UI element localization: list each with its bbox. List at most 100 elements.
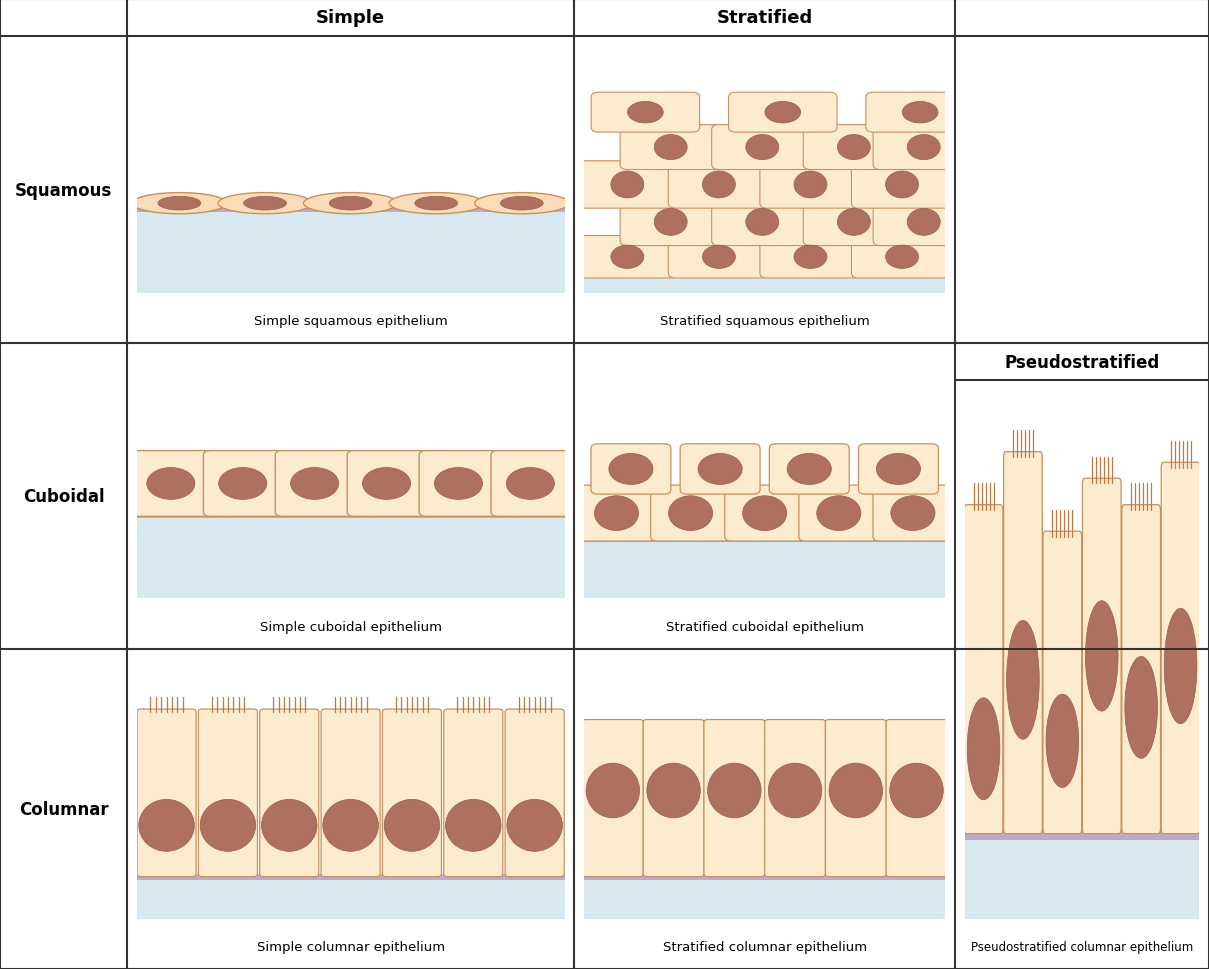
Ellipse shape	[501, 197, 543, 211]
Text: Stratified cuboidal epithelium: Stratified cuboidal epithelium	[666, 620, 863, 633]
Ellipse shape	[768, 764, 822, 818]
Bar	[965, 828, 1199, 840]
Ellipse shape	[132, 194, 226, 214]
FancyBboxPatch shape	[866, 93, 974, 133]
Ellipse shape	[794, 172, 827, 199]
FancyBboxPatch shape	[137, 709, 196, 877]
FancyBboxPatch shape	[886, 720, 947, 877]
Ellipse shape	[1007, 621, 1040, 739]
FancyBboxPatch shape	[669, 162, 769, 209]
Ellipse shape	[647, 764, 700, 818]
Bar	[584, 880, 945, 922]
Ellipse shape	[838, 209, 870, 236]
FancyBboxPatch shape	[965, 505, 1003, 833]
Text: Cuboidal: Cuboidal	[23, 487, 104, 506]
Ellipse shape	[389, 194, 484, 214]
Ellipse shape	[219, 468, 267, 500]
Ellipse shape	[475, 194, 569, 214]
FancyBboxPatch shape	[420, 452, 498, 516]
Bar	[137, 880, 565, 922]
FancyBboxPatch shape	[712, 199, 812, 246]
Bar	[584, 543, 945, 602]
FancyBboxPatch shape	[620, 199, 722, 246]
FancyBboxPatch shape	[444, 709, 503, 877]
Ellipse shape	[742, 496, 787, 531]
Text: Pseudostratified: Pseudostratified	[1005, 354, 1159, 371]
FancyBboxPatch shape	[322, 709, 380, 877]
Ellipse shape	[907, 136, 941, 161]
Ellipse shape	[201, 799, 255, 852]
FancyBboxPatch shape	[803, 126, 904, 171]
FancyBboxPatch shape	[873, 485, 953, 542]
Ellipse shape	[303, 194, 398, 214]
FancyBboxPatch shape	[650, 485, 730, 542]
Bar	[584, 874, 945, 880]
Ellipse shape	[707, 764, 762, 818]
Ellipse shape	[787, 453, 832, 484]
FancyBboxPatch shape	[505, 709, 565, 877]
Ellipse shape	[654, 136, 687, 161]
FancyBboxPatch shape	[260, 709, 319, 877]
Ellipse shape	[902, 103, 938, 124]
FancyBboxPatch shape	[583, 720, 643, 877]
FancyBboxPatch shape	[681, 445, 760, 494]
Ellipse shape	[1164, 609, 1197, 724]
Ellipse shape	[907, 209, 941, 236]
Bar	[137, 513, 565, 518]
Ellipse shape	[627, 103, 664, 124]
Ellipse shape	[609, 453, 653, 484]
Text: Pseudostratified columnar epithelium: Pseudostratified columnar epithelium	[971, 940, 1193, 953]
Ellipse shape	[611, 246, 644, 269]
FancyBboxPatch shape	[382, 709, 441, 877]
Ellipse shape	[507, 799, 562, 852]
Ellipse shape	[765, 103, 800, 124]
Ellipse shape	[384, 799, 440, 852]
Ellipse shape	[415, 197, 458, 211]
Bar	[137, 518, 565, 600]
FancyBboxPatch shape	[764, 720, 826, 877]
Bar	[137, 206, 565, 212]
Ellipse shape	[434, 468, 482, 500]
Ellipse shape	[611, 172, 644, 199]
Ellipse shape	[890, 764, 943, 818]
FancyBboxPatch shape	[643, 720, 704, 877]
Ellipse shape	[1124, 657, 1157, 759]
FancyBboxPatch shape	[803, 199, 904, 246]
FancyBboxPatch shape	[1082, 479, 1121, 833]
FancyBboxPatch shape	[858, 445, 938, 494]
FancyBboxPatch shape	[799, 485, 879, 542]
FancyBboxPatch shape	[1161, 463, 1199, 833]
Bar	[137, 874, 565, 880]
FancyBboxPatch shape	[724, 485, 805, 542]
Ellipse shape	[669, 496, 712, 531]
Ellipse shape	[794, 246, 827, 269]
Ellipse shape	[139, 799, 195, 852]
Ellipse shape	[329, 197, 372, 211]
Bar	[584, 537, 945, 543]
Bar	[965, 840, 1199, 925]
Ellipse shape	[698, 453, 742, 484]
FancyBboxPatch shape	[577, 236, 678, 279]
Ellipse shape	[586, 764, 640, 818]
Ellipse shape	[1046, 695, 1078, 788]
FancyBboxPatch shape	[491, 452, 569, 516]
Text: Simple: Simple	[316, 10, 386, 27]
FancyBboxPatch shape	[198, 709, 258, 877]
Ellipse shape	[702, 172, 735, 199]
FancyBboxPatch shape	[851, 162, 953, 209]
FancyBboxPatch shape	[760, 162, 861, 209]
Text: Stratified columnar epithelium: Stratified columnar epithelium	[663, 940, 867, 953]
Bar	[137, 212, 565, 295]
Ellipse shape	[746, 209, 779, 236]
Ellipse shape	[654, 209, 687, 236]
Ellipse shape	[507, 468, 555, 500]
Text: Stratified: Stratified	[717, 10, 812, 27]
FancyBboxPatch shape	[347, 452, 426, 516]
Ellipse shape	[363, 468, 411, 500]
Ellipse shape	[838, 136, 870, 161]
Ellipse shape	[702, 246, 735, 269]
FancyBboxPatch shape	[276, 452, 354, 516]
FancyBboxPatch shape	[620, 126, 722, 171]
Text: Simple cuboidal epithelium: Simple cuboidal epithelium	[260, 620, 441, 633]
Ellipse shape	[829, 764, 883, 818]
